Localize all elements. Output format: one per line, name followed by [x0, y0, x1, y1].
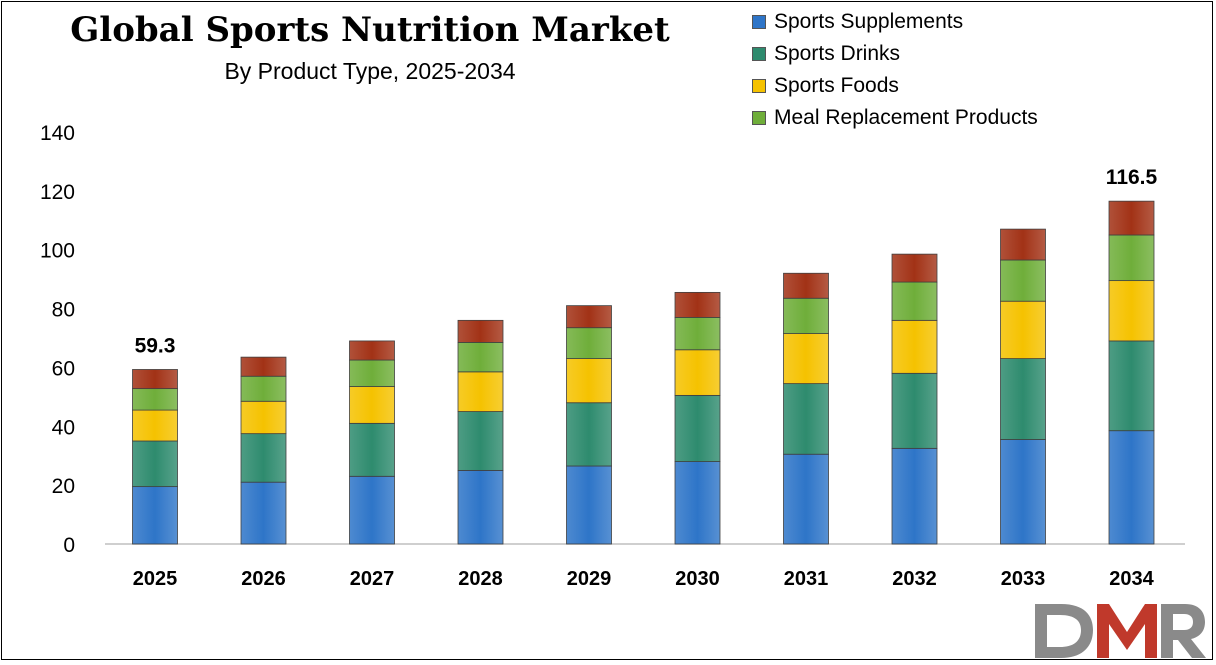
- bar-segment: [566, 402, 612, 467]
- x-tick-label: 2031: [784, 568, 829, 590]
- legend-swatch: [752, 79, 766, 93]
- bar-segment: [240, 400, 287, 435]
- bar-segment: [240, 356, 287, 377]
- bar-segment: [566, 358, 612, 404]
- bar-segment: [1000, 259, 1046, 302]
- bar-segment: [566, 327, 612, 360]
- bar-segment: [457, 371, 504, 412]
- bar-segment: [674, 349, 721, 396]
- bar-segment: [1108, 430, 1155, 545]
- bar-segment: [891, 447, 938, 545]
- dmr-logo: [1033, 600, 1208, 665]
- x-tick-label: 2030: [675, 568, 720, 590]
- legend-item-sports-supplements: Sports Supplements: [752, 6, 1038, 38]
- bar-segment: [674, 394, 721, 462]
- legend-label: Sports Supplements: [774, 10, 964, 33]
- bar-segment: [1108, 234, 1155, 282]
- bar-segment: [240, 481, 287, 545]
- legend-item-meal-replacement: Meal Replacement Products: [752, 102, 1038, 134]
- bar-segment: [1108, 200, 1155, 236]
- x-tick-label: 2033: [1001, 568, 1046, 590]
- bar-segment: [891, 253, 938, 283]
- x-tick-label: 2025: [133, 568, 178, 590]
- bar-segment: [349, 422, 395, 477]
- legend-label: Sports Foods: [774, 74, 899, 97]
- bar-segment: [1108, 340, 1155, 432]
- bar-segment: [349, 475, 395, 545]
- bar-segment: [132, 440, 178, 488]
- bar-segment: [783, 272, 829, 299]
- x-tick-label: 2028: [458, 568, 503, 590]
- y-tick-label: 100: [40, 240, 75, 263]
- bar-segment: [1000, 358, 1046, 440]
- bar-segment: [783, 383, 829, 455]
- bar-segment: [891, 281, 938, 321]
- x-tick-label: 2034: [1109, 568, 1154, 590]
- bar-segment: [1000, 300, 1046, 360]
- bar-segment: [457, 319, 504, 343]
- data-label: 116.5: [1106, 166, 1158, 189]
- bar-segment: [457, 411, 504, 471]
- x-tick-label: 2029: [567, 568, 612, 590]
- y-tick-label: 80: [52, 299, 75, 322]
- legend: Sports Supplements Sports Drinks Sports …: [752, 6, 1038, 134]
- bar-segment: [132, 486, 178, 545]
- bar-segment: [1000, 228, 1046, 261]
- x-tick-label: 2027: [350, 568, 395, 590]
- bar-segment: [783, 333, 829, 385]
- bar-segment: [240, 433, 287, 483]
- bar-segment: [349, 386, 395, 424]
- legend-swatch: [752, 47, 766, 61]
- y-tick-label: 120: [40, 181, 75, 204]
- bar-segment: [457, 470, 504, 545]
- legend-swatch: [752, 111, 766, 125]
- bar-segment: [783, 297, 829, 334]
- bar-segment: [891, 372, 938, 449]
- bar-segment: [1000, 439, 1046, 545]
- legend-label: Meal Replacement Products: [774, 106, 1038, 129]
- legend-label: Sports Drinks: [774, 42, 901, 65]
- bar-segment: [132, 369, 178, 390]
- bar-segment: [457, 342, 504, 373]
- y-tick-label: 60: [52, 357, 75, 380]
- bar-segment: [674, 461, 721, 545]
- bar-segment: [566, 465, 612, 545]
- bar-segment: [132, 409, 178, 442]
- bar-segment: [783, 453, 829, 545]
- bar-segment: [674, 291, 721, 318]
- x-tick-label: 2032: [892, 568, 937, 590]
- bar-segment: [349, 359, 395, 387]
- chart-subtitle: By Product Type, 2025-2034: [224, 58, 516, 84]
- legend-item-sports-foods: Sports Foods: [752, 70, 1038, 102]
- x-tick-label: 2026: [241, 568, 286, 590]
- bar-segment: [1108, 280, 1155, 342]
- y-tick-label: 0: [63, 534, 75, 557]
- bar-segment: [132, 388, 178, 411]
- bar-segment: [349, 340, 395, 361]
- y-tick-label: 20: [52, 475, 75, 498]
- bar-segment: [891, 319, 938, 374]
- legend-item-sports-drinks: Sports Drinks: [752, 38, 1038, 70]
- chart-title: Global Sports Nutrition Market: [70, 10, 670, 50]
- legend-swatch: [752, 15, 766, 29]
- bar-segment: [566, 305, 612, 329]
- bar-segment: [674, 316, 721, 351]
- data-label: 59.3: [135, 334, 176, 357]
- bar-segment: [240, 375, 287, 402]
- y-tick-label: 140: [40, 122, 75, 145]
- y-tick-label: 40: [52, 416, 75, 439]
